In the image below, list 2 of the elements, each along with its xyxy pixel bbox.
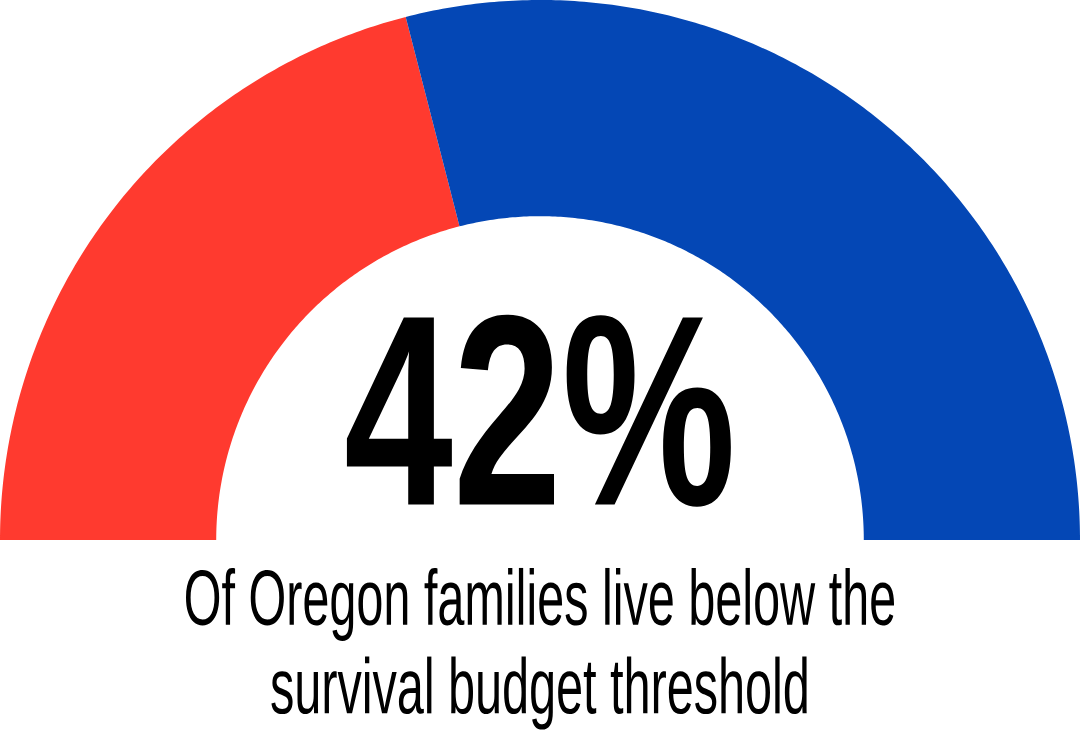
text: Of Oregon families live below the survival budget threshold	[186, 567, 895, 730]
data-label: 42%	[346, 314, 731, 507]
